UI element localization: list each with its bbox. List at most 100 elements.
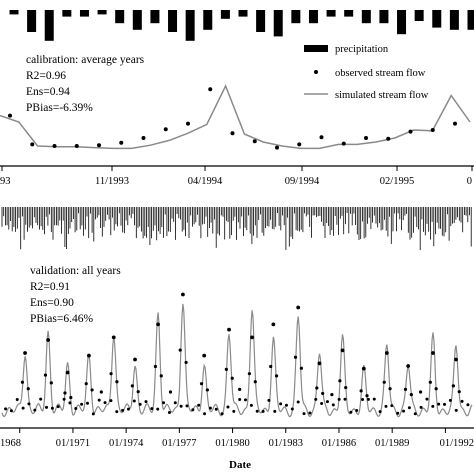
calibration-precip-bar <box>256 10 266 32</box>
validation-observed-point <box>178 348 182 352</box>
validation-observed-point <box>230 376 234 380</box>
validation-observed-point <box>220 412 224 416</box>
validation-observed-point <box>451 384 455 388</box>
validation-observed-point <box>132 399 136 403</box>
calibration-pbias: PBias=-6.39% <box>26 102 93 114</box>
validation-observed-point <box>168 390 173 394</box>
validation-r2: R2=0.91 <box>30 281 70 293</box>
calibration-precip-bar <box>44 10 54 41</box>
validation-observed-point <box>434 387 438 391</box>
calibration-observed-point <box>30 142 35 147</box>
validation-observed-point <box>65 370 70 375</box>
calibration-precip-bar <box>115 10 125 24</box>
calibration-observed-point <box>341 141 346 146</box>
calibration-observed-point <box>252 139 257 144</box>
calibration-precip-bar <box>9 10 19 15</box>
validation-observed-point <box>378 410 382 414</box>
validation-observed-point <box>308 411 312 415</box>
calibration-observed-point <box>208 87 213 92</box>
validation-observed-point <box>279 402 283 406</box>
calibration-precip-bar <box>397 10 407 35</box>
validation-observed-point <box>43 373 48 377</box>
validation-observed-point <box>338 379 342 383</box>
calibration-tick-label: 11/1993 <box>95 176 129 187</box>
validation-tick-label: 01/1989 <box>375 438 409 449</box>
validation-observed-point <box>293 355 298 359</box>
validation-observed-point <box>343 397 347 401</box>
calibration-observed-point <box>275 145 279 150</box>
x-axis-label: Date <box>229 459 251 471</box>
validation-observed-point <box>366 397 370 401</box>
validation-tick-label: 01/1983 <box>269 438 303 449</box>
validation-observed-point <box>144 400 148 404</box>
validation-observed-point <box>80 402 84 406</box>
validation-observed-point <box>185 404 189 408</box>
validation-tick-label: 01/1974 <box>109 438 144 449</box>
validation-observed-point <box>74 406 78 410</box>
validation-observed-point <box>388 387 392 391</box>
calibration-tick-label: 0 <box>467 176 472 187</box>
validation-observed-point <box>226 405 230 409</box>
validation-observed-point <box>27 402 31 406</box>
calibration-precip-bar <box>344 10 354 17</box>
validation-observed-point <box>317 361 322 366</box>
calibration-observed-point <box>386 136 391 141</box>
validation-observed-point <box>428 380 432 384</box>
validation-observed-point <box>274 374 279 378</box>
validation-observed-point <box>244 398 248 402</box>
validation-observed-point <box>384 404 388 408</box>
calibration-observed-point <box>97 143 101 148</box>
calibration-precip-bar <box>132 10 142 30</box>
validation-observed-point <box>340 348 345 353</box>
validation-observed-point <box>290 407 294 411</box>
validation-observed-point <box>419 405 423 409</box>
validation-observed-point <box>267 398 271 402</box>
validation-observed-point <box>111 335 116 340</box>
validation-observed-point <box>413 412 417 416</box>
calibration-observed-point <box>408 129 413 134</box>
validation-observed-point <box>315 386 319 390</box>
validation-observed-point <box>448 398 452 402</box>
calibration-observed-points <box>8 87 457 150</box>
validation-observed-point <box>167 410 171 414</box>
validation-observed-point <box>261 409 265 413</box>
validation-observed-point <box>454 408 458 412</box>
calibration-precip-bar <box>203 10 213 30</box>
validation-observed-point <box>407 406 411 410</box>
calibration-x-ticks: 93 11/1993 04/1994 09/1994 02/1995 0 <box>0 166 473 187</box>
calibration-precip-bar <box>379 10 389 24</box>
validation-tick-label: 1968 <box>0 438 21 449</box>
validation-observed-point <box>50 406 54 410</box>
validation-observed-point <box>26 387 30 391</box>
legend-simulated-label: simulated stream flow <box>335 90 429 101</box>
legend-precip-swatch <box>304 45 328 52</box>
calibration-observed-point <box>119 140 124 145</box>
validation-observed-point <box>454 357 458 362</box>
validation-observed-point <box>109 372 113 376</box>
calibration-precip-bar <box>449 10 459 30</box>
calibration-precip-bar <box>414 10 424 21</box>
validation-observed-point <box>390 404 394 408</box>
validation-tick-label: 01/1980 <box>215 438 249 449</box>
calibration-observed-point <box>230 131 235 136</box>
validation-observed-point <box>87 353 91 358</box>
validation-observed-point <box>199 382 204 386</box>
calibration-observed-point <box>319 135 324 140</box>
validation-observed-point <box>365 394 369 398</box>
calibration-observed-point <box>297 142 302 147</box>
validation-observed-point <box>49 381 53 385</box>
validation-observed-point <box>15 398 19 402</box>
validation-observed-point <box>466 403 470 407</box>
validation-observed-point <box>62 397 66 401</box>
validation-observed-point <box>359 389 363 393</box>
validation-observed-point <box>320 401 324 405</box>
validation-observed-point <box>173 401 177 405</box>
validation-observed-point <box>247 372 252 376</box>
calibration-precip-bar <box>220 10 230 19</box>
validation-observed-point <box>382 380 386 384</box>
validation-observed-point <box>85 401 89 405</box>
validation-observed-point <box>156 322 160 327</box>
validation-observed-point <box>238 387 242 391</box>
calibration-precip-bar <box>168 10 178 32</box>
validation-observed-point <box>136 390 140 394</box>
